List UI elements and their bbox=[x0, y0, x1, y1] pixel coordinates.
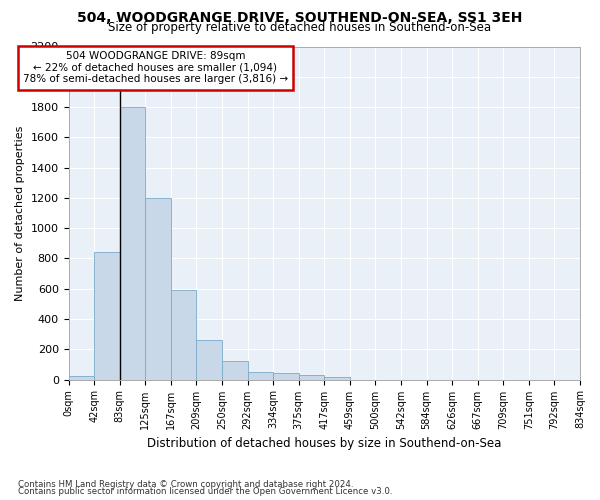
Bar bbox=[94, 252, 119, 380]
Bar bbox=[273, 373, 299, 380]
Bar bbox=[248, 372, 273, 380]
Bar bbox=[196, 340, 222, 380]
Bar bbox=[171, 290, 196, 380]
Bar bbox=[119, 107, 145, 380]
Bar bbox=[145, 198, 171, 380]
Text: 504, WOODGRANGE DRIVE, SOUTHEND-ON-SEA, SS1 3EH: 504, WOODGRANGE DRIVE, SOUTHEND-ON-SEA, … bbox=[77, 12, 523, 26]
Bar bbox=[222, 360, 248, 380]
Text: 504 WOODGRANGE DRIVE: 89sqm
← 22% of detached houses are smaller (1,094)
78% of : 504 WOODGRANGE DRIVE: 89sqm ← 22% of det… bbox=[23, 51, 288, 84]
Bar bbox=[68, 376, 94, 380]
Text: Contains HM Land Registry data © Crown copyright and database right 2024.: Contains HM Land Registry data © Crown c… bbox=[18, 480, 353, 489]
Y-axis label: Number of detached properties: Number of detached properties bbox=[15, 126, 25, 300]
X-axis label: Distribution of detached houses by size in Southend-on-Sea: Distribution of detached houses by size … bbox=[147, 437, 502, 450]
Bar bbox=[324, 378, 350, 380]
Text: Contains public sector information licensed under the Open Government Licence v3: Contains public sector information licen… bbox=[18, 488, 392, 496]
Text: Size of property relative to detached houses in Southend-on-Sea: Size of property relative to detached ho… bbox=[109, 22, 491, 35]
Bar bbox=[299, 375, 324, 380]
